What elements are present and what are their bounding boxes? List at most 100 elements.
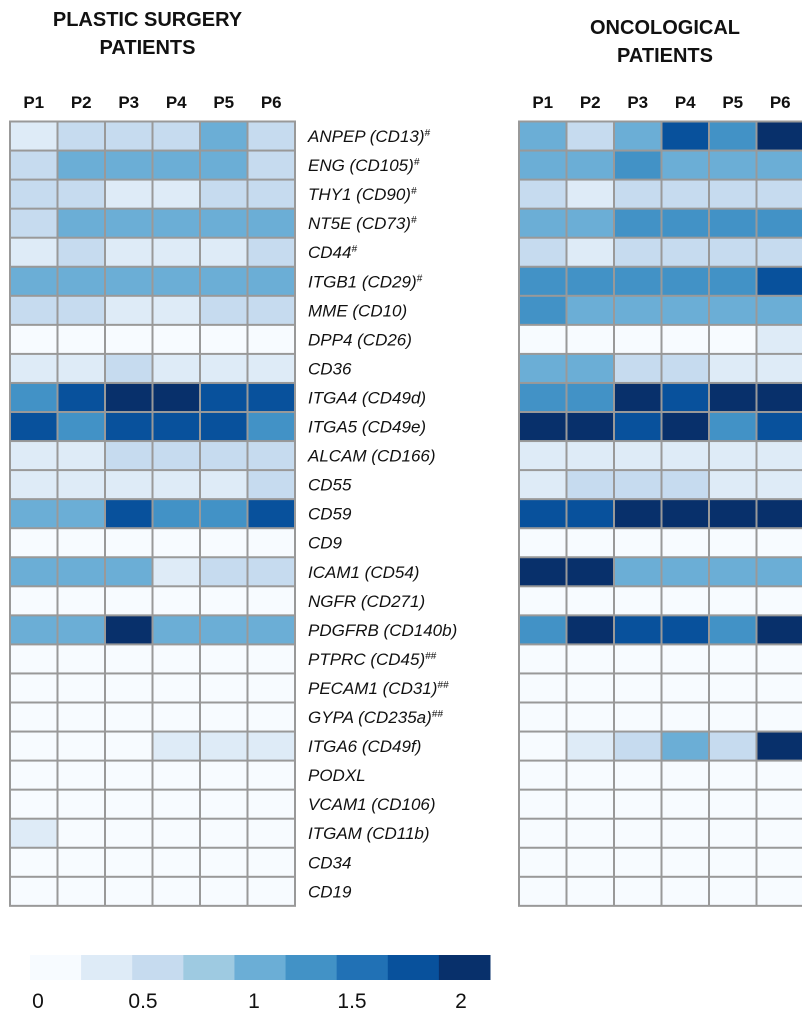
heatmap-cell (201, 587, 247, 615)
row-label: CD55 (308, 476, 352, 495)
heatmap-cell (615, 122, 661, 150)
heatmap-cell (662, 848, 708, 876)
row-label: PTPRC (CD45)## (308, 650, 437, 669)
heatmap-cell (201, 238, 247, 266)
heatmap-cell (106, 732, 152, 760)
heatmap-cell (153, 616, 199, 644)
heatmap-cell (201, 151, 247, 179)
heatmap-cell (710, 703, 756, 731)
heatmap-cell (201, 500, 247, 528)
row-label: CD44# (308, 243, 357, 262)
heatmap-cell (615, 500, 661, 528)
heatmap-cell (567, 732, 613, 760)
heatmap-cell (153, 877, 199, 905)
heatmap-cell (58, 587, 104, 615)
heatmap-cell (520, 790, 566, 818)
heatmap-cell (520, 732, 566, 760)
row-label: ITGA6 (CD49f) (308, 737, 421, 756)
heatmap-cell (106, 267, 152, 295)
heatmap-cell (11, 732, 57, 760)
heatmap-cell (757, 790, 802, 818)
heatmap-cell (58, 529, 104, 557)
row-label: MME (CD10) (308, 301, 407, 320)
heatmap-cell (615, 238, 661, 266)
heatmap-cell (153, 122, 199, 150)
heatmap-cell (757, 122, 802, 150)
heatmap-cell (153, 209, 199, 237)
heatmap-cell (11, 587, 57, 615)
heatmap-cell (58, 122, 104, 150)
heatmap-cell (567, 558, 613, 586)
heatmap-cell (106, 296, 152, 324)
heatmap-cell (567, 645, 613, 673)
row-label: ITGA5 (CD49e) (308, 418, 426, 437)
heatmap-cell (106, 325, 152, 353)
heatmap-cell (58, 558, 104, 586)
heatmap-cell (567, 209, 613, 237)
heatmap-cell (520, 848, 566, 876)
row-label-superscript: ## (432, 709, 444, 720)
heatmap-cell (615, 296, 661, 324)
row-label: CD36 (308, 359, 352, 378)
legend-swatch (438, 955, 491, 980)
heatmap-cell (615, 471, 661, 499)
heatmap-cell (153, 703, 199, 731)
heatmap-cell (201, 442, 247, 470)
column-label: P5 (213, 93, 234, 112)
heatmap-cell (248, 790, 294, 818)
heatmap-cell (710, 587, 756, 615)
heatmap-cell (757, 761, 802, 789)
row-label-superscript: # (414, 157, 420, 168)
heatmap-cell (248, 529, 294, 557)
heatmap-cell (757, 442, 802, 470)
heatmap-cell (520, 645, 566, 673)
heatmap-cell (615, 587, 661, 615)
plastic-surgery-title: PLASTIC SURGERY PATIENTS (20, 6, 275, 62)
heatmap-cell (567, 877, 613, 905)
row-label: CD19 (308, 882, 352, 901)
legend-tick-label: 0.5 (128, 990, 157, 1013)
heatmap-cell (710, 558, 756, 586)
row-label: ITGA4 (CD49d) (308, 388, 426, 407)
heatmap-cell (662, 790, 708, 818)
heatmap-cell (153, 267, 199, 295)
heatmap-cell (615, 616, 661, 644)
heatmap-cell (710, 790, 756, 818)
heatmap-cell (710, 209, 756, 237)
heatmap-cell (662, 529, 708, 557)
heatmap-cell (662, 267, 708, 295)
heatmap-cell (662, 151, 708, 179)
plastic-surgery-heatmap: P1 P2 P3 P4 P5 P6 (9, 93, 296, 907)
heatmap-cell (710, 732, 756, 760)
column-label: P2 (71, 93, 92, 112)
heatmap-cell (615, 558, 661, 586)
heatmap-cell (662, 674, 708, 702)
heatmap-cell (248, 877, 294, 905)
oncological-title-line1: ONCOLOGICAL (590, 17, 740, 39)
heatmap-cell (710, 674, 756, 702)
heatmap-cell (248, 442, 294, 470)
heatmap-cell (58, 383, 104, 411)
heatmap-cell (662, 500, 708, 528)
heatmap-cell (567, 325, 613, 353)
heatmap-cell (615, 761, 661, 789)
heatmap-cell (757, 296, 802, 324)
heatmap-cell (248, 703, 294, 731)
heatmap-cell (58, 819, 104, 847)
gene-row-labels: ANPEP (CD13)# ENG (CD105)# THY1 (CD90)# NT5… (307, 127, 457, 901)
heatmap-cell (520, 819, 566, 847)
row-label: PODXL (308, 766, 366, 785)
column-label: P1 (23, 93, 44, 112)
heatmap-cell (201, 383, 247, 411)
heatmap-cell (615, 267, 661, 295)
heatmap-cell (153, 238, 199, 266)
color-scale-legend: 0 0.5 1 1.5 2 (30, 955, 491, 1013)
column-label: P3 (627, 93, 648, 112)
heatmap-cell (615, 703, 661, 731)
heatmap-cell (615, 413, 661, 441)
heatmap-cell (153, 471, 199, 499)
heatmap-cell (58, 209, 104, 237)
heatmap-cell (248, 616, 294, 644)
heatmap-cell (520, 558, 566, 586)
